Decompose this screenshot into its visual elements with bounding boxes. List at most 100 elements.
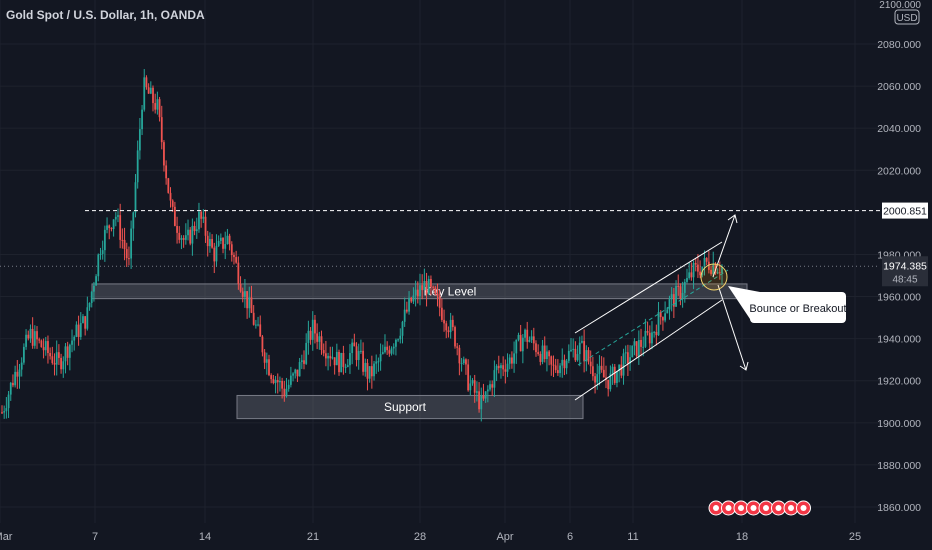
candle-body <box>497 365 500 369</box>
event-flag-dot <box>775 505 782 511</box>
candle-body <box>405 309 408 312</box>
candle-body <box>589 361 592 367</box>
candle-body <box>539 353 542 362</box>
candle-body <box>484 391 487 399</box>
candle-body <box>327 355 329 359</box>
channel-lower <box>574 299 723 401</box>
candle-body <box>677 285 680 287</box>
candle-body <box>390 348 393 354</box>
candle-body <box>224 244 227 249</box>
candle-body <box>373 363 375 377</box>
candle-body <box>14 371 17 386</box>
event-flag-dot <box>713 505 719 511</box>
candle-body <box>473 380 476 393</box>
candle-body <box>66 346 69 358</box>
candle-body <box>88 302 91 308</box>
x-tick-label: Apr <box>496 531 513 543</box>
x-tick-label: 28 <box>414 531 426 543</box>
candle-body <box>611 366 614 374</box>
candle-body <box>456 346 459 348</box>
candle-body <box>136 150 139 183</box>
candle-body <box>252 312 255 325</box>
candle-body <box>622 353 625 376</box>
candle-body <box>552 364 555 366</box>
candle-body <box>274 379 277 384</box>
candle-body <box>246 291 249 309</box>
candle-body <box>500 365 502 369</box>
candle-body <box>537 352 540 354</box>
candle-body <box>471 380 474 384</box>
candle-body <box>320 336 323 351</box>
candle-body <box>167 178 170 193</box>
candle-body <box>502 365 505 370</box>
candle-body <box>657 312 660 336</box>
candle-body <box>25 334 27 347</box>
callout-label: Bounce or Breakout <box>749 303 846 315</box>
candle-body <box>607 379 610 390</box>
candle-body <box>40 340 43 348</box>
candle-body <box>675 285 677 307</box>
candle-body <box>721 266 723 274</box>
candle-body <box>68 344 71 358</box>
candle-body <box>154 103 157 110</box>
candle-body <box>296 369 299 377</box>
candle-body <box>42 347 45 351</box>
event-flag-dot <box>800 505 807 511</box>
x-tick-label: 14 <box>199 531 211 543</box>
candle-body <box>237 262 240 285</box>
candle-body <box>272 379 275 384</box>
candle-body <box>594 376 596 383</box>
x-tick-label: 21 <box>307 531 319 543</box>
candle-body <box>110 228 113 230</box>
x-tick-label: 25 <box>849 531 861 543</box>
candle-body <box>436 293 439 297</box>
candle-body <box>145 77 148 88</box>
candle-body <box>425 280 428 295</box>
chart-title: Gold Spot / U.S. Dollar, 1h, OANDA <box>6 8 205 22</box>
candle-body <box>646 330 649 333</box>
candle-body <box>651 332 653 344</box>
candle-body <box>375 361 378 364</box>
candle-body <box>53 363 56 365</box>
candle-body <box>303 360 305 364</box>
candle-body <box>642 346 645 348</box>
candle-body <box>215 245 218 262</box>
candle-body <box>55 352 58 365</box>
candle-body <box>355 346 358 361</box>
candle-body <box>84 316 87 329</box>
candle-body <box>613 366 616 383</box>
candle-body <box>670 294 673 300</box>
candle-body <box>368 366 371 379</box>
axis-top-label: 2100.000 <box>879 0 921 11</box>
candle-body <box>340 352 343 373</box>
candle-body <box>718 272 721 274</box>
candle-body <box>703 257 706 267</box>
candle-body <box>469 383 472 391</box>
candle-body <box>195 229 198 232</box>
candle-body <box>311 319 314 340</box>
candle-body <box>189 229 192 244</box>
candle-body <box>233 255 235 258</box>
candle-body <box>93 285 95 292</box>
x-tick-label: 7 <box>92 531 98 543</box>
candle-body <box>178 232 181 240</box>
x-tick-label: 6 <box>567 531 573 543</box>
candle-body <box>160 117 163 143</box>
candle-body <box>570 349 572 351</box>
candle-body <box>486 389 489 392</box>
candle-body <box>644 330 647 347</box>
candle-body <box>316 333 319 342</box>
candle-body <box>259 324 262 337</box>
event-flag-dot <box>750 505 757 511</box>
candle-body <box>156 99 159 110</box>
candle-body <box>655 331 658 336</box>
candle-body <box>679 286 682 299</box>
candle-body <box>626 352 629 364</box>
candle-body <box>119 215 122 240</box>
candle-body <box>384 346 386 353</box>
candle-body <box>546 351 548 360</box>
candle-body <box>513 353 515 364</box>
candle-body <box>314 319 316 334</box>
candle-body <box>600 365 603 370</box>
